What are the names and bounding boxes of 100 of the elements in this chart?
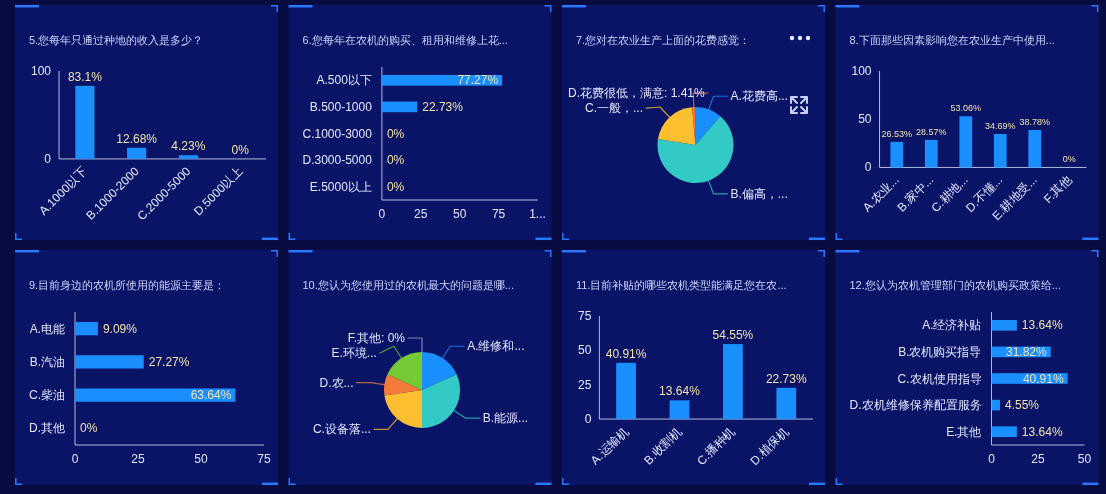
bar <box>924 139 938 168</box>
x-tick-label: 50 <box>453 207 467 221</box>
x-tick-label: 75 <box>491 207 506 221</box>
y-tick-label: C.1000-3000 <box>302 126 373 141</box>
x-tick-label: 50 <box>1077 452 1092 466</box>
x-tick-label: 50 <box>194 452 208 466</box>
data-label: 12.68% <box>116 131 158 146</box>
x-tick-label: 25 <box>1031 452 1045 466</box>
bar <box>991 319 1017 331</box>
bar <box>776 387 797 420</box>
chart-title: 6.您每年在农机的购买、租用和维修上花... <box>302 34 508 46</box>
data-label: 0% <box>386 179 405 194</box>
data-label: 0% <box>386 153 405 168</box>
bar <box>616 362 636 420</box>
data-label: 9.09% <box>102 321 138 336</box>
data-label: 0% <box>80 421 98 436</box>
y-tick-label: 75 <box>578 309 592 323</box>
bar <box>75 388 236 402</box>
chart-title: 7.您对在农业生产上面的花费感觉： <box>576 34 751 46</box>
y-tick-label: B.农机购买指导 <box>898 344 982 359</box>
data-label: 26.53% <box>881 128 913 139</box>
slice-label: A.维修和... <box>467 339 525 354</box>
data-label: 77.27% <box>457 73 499 88</box>
bar <box>75 85 95 159</box>
slice-label: C.一般，... <box>585 101 643 116</box>
slice-label: F.其他: 0% <box>347 331 405 345</box>
data-label: 4.23% <box>171 139 206 154</box>
y-tick-label: 100 <box>851 64 872 78</box>
chart-title: 12.您认为农机管理部门的农机购买政策给... <box>849 279 1061 291</box>
data-label: 34.69% <box>985 120 1016 131</box>
data-label: 63.64% <box>190 388 232 403</box>
data-label: 4.55% <box>1004 398 1040 413</box>
data-label: 40.91% <box>605 346 647 361</box>
y-tick-label: 25 <box>578 377 592 392</box>
x-tick-label: 0 <box>71 452 79 466</box>
pie-slice <box>695 107 721 145</box>
data-label: 27.27% <box>148 354 190 369</box>
x-tick-label: 25 <box>131 452 145 466</box>
pie-slice <box>657 116 734 183</box>
data-label: 31.82% <box>1005 344 1048 359</box>
data-label: 53.06% <box>950 103 982 114</box>
data-label: 0% <box>231 142 250 157</box>
data-label: 0% <box>1062 154 1076 165</box>
x-tick-label: 0 <box>988 452 996 466</box>
bar <box>1028 130 1042 168</box>
bar <box>669 400 690 420</box>
y-tick-label: A.500以下 <box>316 73 372 88</box>
y-tick-label: E.5000以上 <box>309 179 372 194</box>
x-tick-label: D.植保机 <box>747 424 792 469</box>
data-label: 40.91% <box>1022 371 1064 386</box>
pie-slice <box>692 107 696 145</box>
chart-title: 8.下面那些因素影响您在农业生产中使用... <box>849 34 1055 46</box>
data-label: 54.55% <box>712 328 754 343</box>
data-label: 13.64% <box>1021 424 1063 439</box>
y-tick-label: 0 <box>584 412 592 427</box>
data-label: 22.73% <box>422 99 464 114</box>
x-tick-label: A.运输机 <box>587 424 632 468</box>
y-tick-label: 0 <box>44 151 52 166</box>
y-tick-label: 50 <box>858 112 872 127</box>
bar <box>75 355 144 369</box>
chart-title: 9.目前身边的农机所使用的能源主要是： <box>29 279 226 291</box>
y-tick-label: A.电能 <box>29 321 65 336</box>
y-tick-label: A.经济补贴 <box>922 318 982 333</box>
x-tick-label: 25 <box>414 207 428 221</box>
bar <box>959 116 973 168</box>
y-tick-label: D.其他 <box>29 421 65 436</box>
y-tick-label: B.汽油 <box>29 354 65 369</box>
pie-slice <box>657 107 696 145</box>
x-tick-label: 0 <box>378 207 386 221</box>
slice-label: A.花费高... <box>730 89 788 104</box>
pie-slice <box>384 390 422 428</box>
bar <box>127 147 147 159</box>
slice-label: D.农... <box>319 375 354 390</box>
x-tick-label: B.收割机 <box>641 424 685 468</box>
pie-slice <box>422 352 457 390</box>
x-tick-label: 1... <box>529 207 546 221</box>
data-label: 13.64% <box>1021 318 1063 333</box>
bar <box>723 344 743 420</box>
pie-slice <box>422 374 460 428</box>
y-tick-label: D.3000-5000 <box>302 153 373 168</box>
chart-title: 5.您每年只通过种地的收入是多少？ <box>29 34 204 46</box>
chart-title: 11.目前补贴的哪些农机类型能满足您在农... <box>576 279 787 291</box>
y-tick-label: D.农机维修保养配置服务 <box>849 398 982 413</box>
chart-title: 10.您认为您使用过的农机最大的问题是哪... <box>302 279 514 291</box>
pie-slice <box>387 352 422 390</box>
bar <box>890 141 904 168</box>
bar <box>993 133 1007 168</box>
slice-label: B.偏高，... <box>730 186 788 201</box>
slice-label: D.花费很低，满意: 1.41% <box>568 86 705 101</box>
y-tick-label: E.其他 <box>946 424 982 439</box>
bar <box>991 426 1017 438</box>
y-tick-label: 50 <box>578 343 592 358</box>
y-tick-label: C.柴油 <box>29 388 65 403</box>
bar <box>75 321 98 336</box>
pie-slice <box>384 374 422 396</box>
data-label: 13.64% <box>659 384 701 399</box>
bar <box>178 155 198 159</box>
y-tick-label: 100 <box>31 64 52 78</box>
slice-label: E.环境... <box>331 346 377 360</box>
x-tick-label: F.其他 <box>1040 172 1075 207</box>
